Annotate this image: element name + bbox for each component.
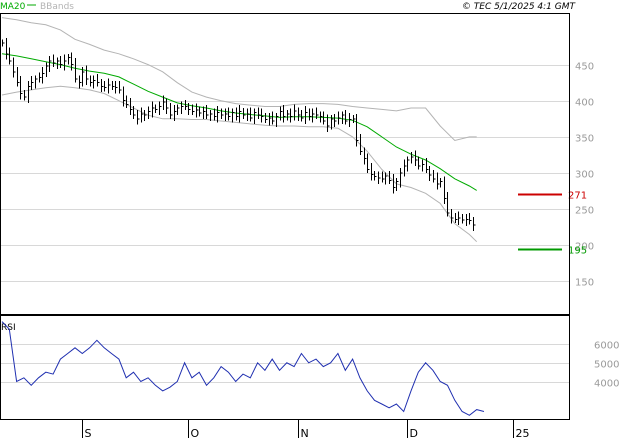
rsi-y-tick-label: 5000: [594, 360, 619, 371]
rsi-gridlines: [1, 344, 569, 383]
x-tick-label: S: [85, 427, 92, 440]
bbands-upper-line: [1, 17, 477, 142]
x-tick-label: N: [301, 427, 309, 440]
price-y-tick-label: 300: [575, 170, 594, 181]
price-y-tick-label: 400: [575, 98, 594, 109]
legend: MA20 BBands: [0, 2, 74, 12]
support-level-label: 195: [568, 246, 587, 257]
price-gridlines: [1, 65, 569, 282]
x-axis: S O N D 25: [82, 420, 530, 440]
resistance-level-label: 271: [568, 191, 587, 202]
price-y-tick-label: 200: [575, 242, 594, 253]
price-y-tick-labels: 150 200 250 300 350 400 450: [575, 62, 594, 289]
rsi-y-tick-label: 4000: [594, 379, 619, 390]
bbands-lower-line: [1, 85, 478, 243]
rsi-y-tick-labels: 4000 5000 6000: [594, 341, 619, 390]
price-y-tick-label: 450: [575, 62, 594, 73]
price-panel-frame: [0, 13, 570, 315]
legend-bbands: BBands: [40, 2, 74, 12]
legend-ma20: MA20: [0, 2, 26, 12]
price-y-tick-label: 150: [575, 278, 594, 289]
x-tick-label: O: [191, 427, 200, 440]
rsi-panel-frame: [0, 315, 570, 420]
rsi-y-tick-label: 6000: [594, 341, 619, 352]
price-bars: [2, 37, 476, 231]
x-tick-label: D: [410, 427, 418, 440]
price-y-tick-label: 250: [575, 206, 594, 217]
source-timestamp: © TEC 5/1/2025 4:1 GMT: [462, 2, 577, 12]
price-panel: 150 200 250 300 350 400 450 271 195: [0, 13, 594, 315]
x-tick-label: 25: [516, 427, 530, 440]
rsi-line: [1, 321, 485, 416]
price-y-tick-label: 350: [575, 134, 594, 145]
price-levels: 271 195: [518, 191, 587, 257]
